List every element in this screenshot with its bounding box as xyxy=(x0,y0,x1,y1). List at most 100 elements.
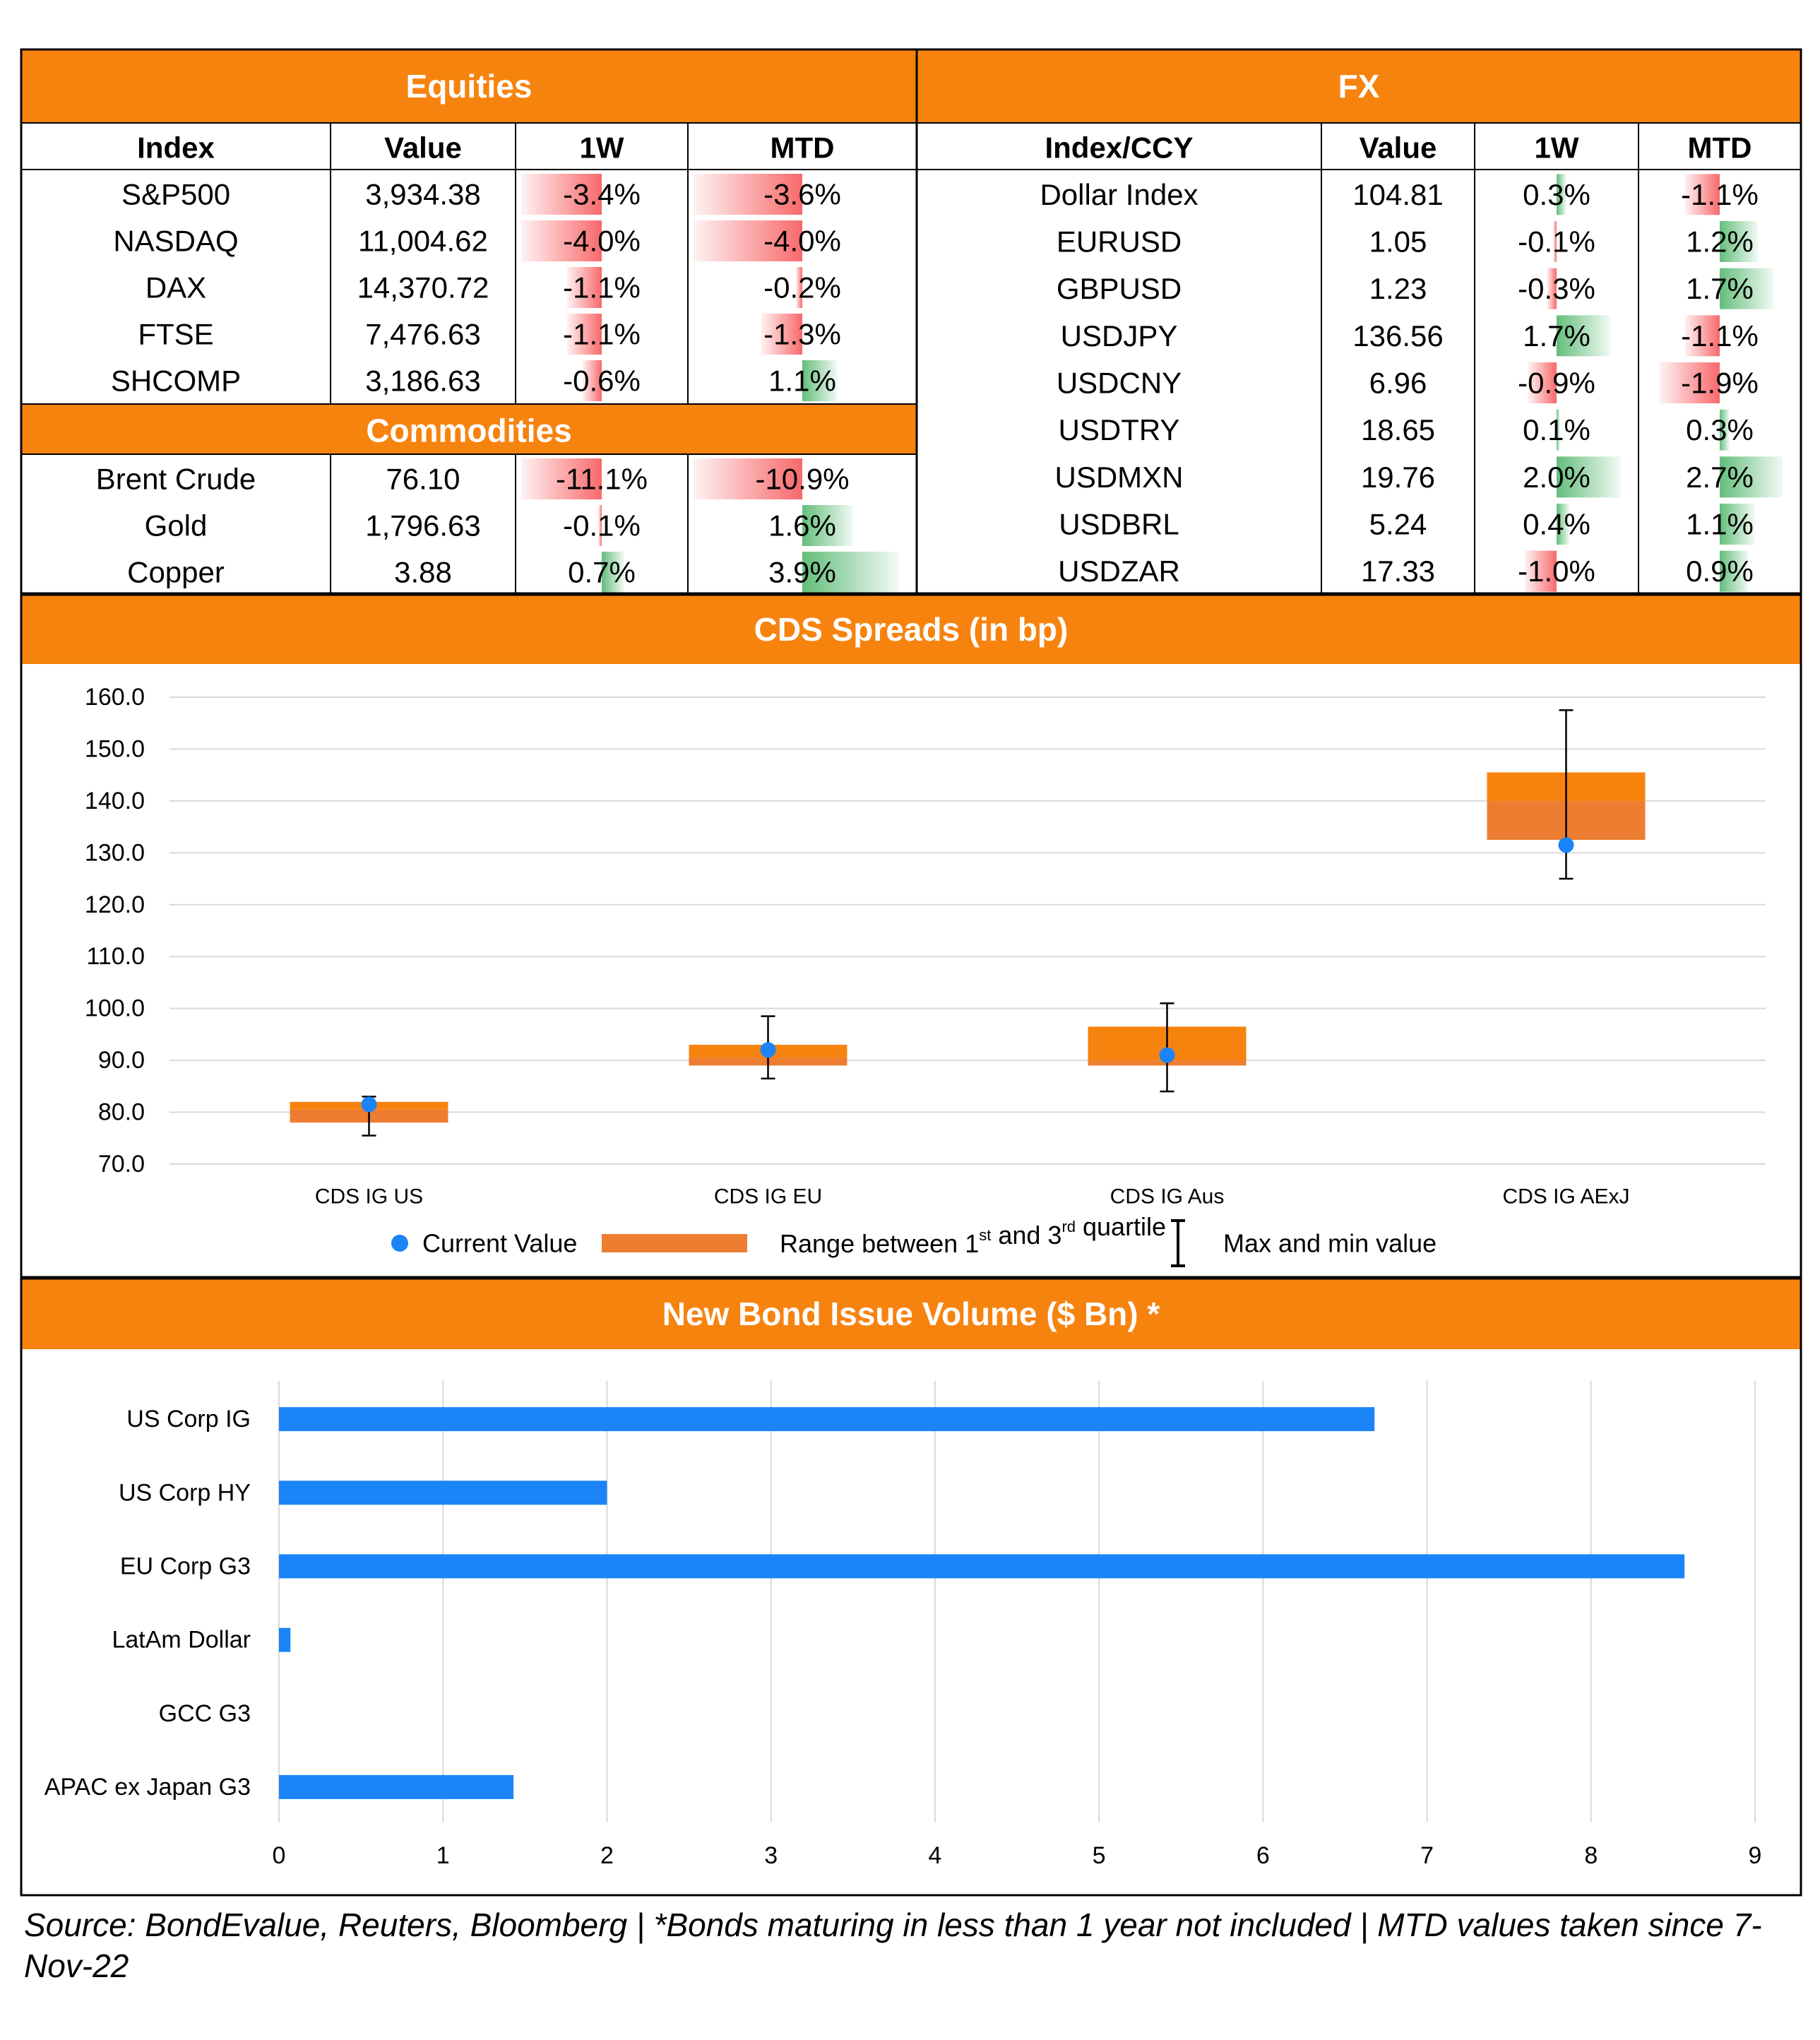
fx-row-name: USDBRL xyxy=(1059,508,1179,541)
equities-row-value: 11,004.62 xyxy=(358,225,488,258)
commodities-row-1w-databar xyxy=(598,505,602,546)
fx-row-mtd: -1.1% xyxy=(1681,319,1759,352)
equities-row-name: FTSE xyxy=(138,318,213,351)
legend-range-marker xyxy=(602,1234,747,1252)
fx-row-1w: 1.7% xyxy=(1523,319,1590,352)
cds-y-tick-label: 100.0 xyxy=(85,995,145,1022)
fx-row-1w: 0.4% xyxy=(1523,508,1590,541)
fx-row-mtd-databar xyxy=(1720,221,1758,262)
equities-row-value: 7,476.63 xyxy=(365,318,481,351)
fx-row-1w: 0.3% xyxy=(1523,178,1590,211)
commodities-row-value: 3.88 xyxy=(394,556,452,589)
fx-row-mtd-databar xyxy=(1720,409,1730,451)
cds-y-tick-label: 140.0 xyxy=(85,788,145,814)
commodities-row-mtd: 1.6% xyxy=(768,509,836,542)
bonds-x-tick-label: 7 xyxy=(1420,1842,1434,1869)
fx-row-1w: 2.0% xyxy=(1523,461,1590,494)
fx-row-mtd: 1.7% xyxy=(1686,272,1754,305)
fx-row-mtd-databar xyxy=(1720,268,1774,309)
fx-row-value: 19.76 xyxy=(1361,461,1435,494)
bonds-x-tick-label: 4 xyxy=(928,1842,941,1869)
bonds-y-tick-label: US Corp HY xyxy=(119,1479,251,1506)
equities-row-mtd: -3.6% xyxy=(763,178,841,211)
cds-header-bg xyxy=(21,595,1801,664)
cds-current-point xyxy=(361,1096,377,1113)
fx-row-name: GBPUSD xyxy=(1057,272,1182,305)
commodities-row-1w-databar xyxy=(521,458,602,499)
equities-row-mtd: 1.1% xyxy=(768,364,836,398)
equities-row-1w: -4.0% xyxy=(563,225,641,258)
bonds-x-tick-label: 1 xyxy=(436,1842,450,1869)
equities-row-mtd: -0.2% xyxy=(763,271,841,304)
bonds-x-tick-label: 3 xyxy=(764,1842,778,1869)
fx-row-mtd-databar xyxy=(1720,550,1749,592)
fx-row-mtd: 2.7% xyxy=(1686,461,1754,494)
fx-row-1w-databar xyxy=(1557,504,1569,545)
cds-x-tick-label: CDS IG EU xyxy=(714,1185,822,1209)
commodities-row-name: Copper xyxy=(127,556,225,589)
bonds-bar xyxy=(279,1627,291,1652)
fx-title: FX xyxy=(1338,68,1380,105)
cds-y-tick-label: 110.0 xyxy=(86,943,145,970)
commodities-row-name: Brent Crude xyxy=(96,463,256,496)
cds-title: CDS Spreads (in bp) xyxy=(754,611,1069,648)
commodities-row-name: Gold xyxy=(145,509,208,542)
equities-col-header: Value xyxy=(384,131,462,165)
fx-row-value: 104.81 xyxy=(1352,178,1443,211)
equities-col-header: 1W xyxy=(580,131,624,165)
bonds-y-tick-label: EU Corp G3 xyxy=(120,1553,251,1579)
bonds-bar xyxy=(279,1407,1375,1432)
bonds-header-bg xyxy=(21,1279,1801,1349)
legend-current-label: Current Value xyxy=(422,1229,577,1258)
fx-row-1w-databar xyxy=(1557,456,1620,498)
commodities-row-mtd-databar xyxy=(802,505,853,546)
equities-row-mtd-databar xyxy=(761,314,802,355)
fx-row-name: USDCNY xyxy=(1057,367,1182,400)
commodities-row-value: 76.10 xyxy=(386,463,460,496)
legend-range-label: Range between 1st and 3rd quartile xyxy=(780,1212,1166,1258)
commodities-row-1w: -11.1% xyxy=(556,463,648,496)
cds-current-point xyxy=(1558,837,1574,853)
fx-row-mtd-databar xyxy=(1720,504,1755,545)
equities-row-value: 3,934.38 xyxy=(365,178,481,211)
fx-row-1w: -1.0% xyxy=(1518,555,1595,588)
fx-row-name: USDJPY xyxy=(1061,319,1178,352)
fx-row-mtd: 1.2% xyxy=(1686,225,1754,259)
commodities-row-1w: -0.1% xyxy=(563,509,641,542)
bonds-y-tick-label: GCC G3 xyxy=(159,1700,251,1727)
bonds-title: New Bond Issue Volume ($ Bn) * xyxy=(662,1295,1160,1332)
fx-row-mtd: 0.9% xyxy=(1686,555,1754,588)
bonds-y-tick-label: LatAm Dollar xyxy=(112,1627,251,1654)
fx-row-1w: -0.9% xyxy=(1518,367,1595,400)
equities-row-1w-databar xyxy=(521,220,602,261)
fx-row-name: USDTRY xyxy=(1059,413,1180,446)
commodities-header-bg xyxy=(21,404,917,454)
bonds-x-tick-label: 5 xyxy=(1093,1842,1106,1869)
equities-row-mtd-databar xyxy=(694,220,802,261)
legend-maxmin-label: Max and min value xyxy=(1223,1229,1437,1258)
fx-row-name: USDZAR xyxy=(1058,555,1180,588)
fx-row-mtd: 0.3% xyxy=(1686,413,1754,446)
equities-title: Equities xyxy=(406,68,533,105)
fx-row-1w: 0.1% xyxy=(1523,413,1590,446)
bonds-x-tick-label: 8 xyxy=(1584,1842,1598,1869)
fx-row-mtd-databar xyxy=(1720,456,1783,498)
equities-row-name: SHCOMP xyxy=(111,364,241,398)
fx-row-name: Dollar Index xyxy=(1040,178,1198,211)
fx-row-1w-databar xyxy=(1547,268,1557,309)
cds-current-point xyxy=(1159,1047,1175,1063)
cds-y-tick-label: 120.0 xyxy=(85,891,145,918)
bonds-x-tick-label: 6 xyxy=(1256,1842,1270,1869)
commodities-row-1w-databar xyxy=(602,552,624,593)
fx-row-name: EURUSD xyxy=(1057,225,1182,259)
cds-current-point xyxy=(760,1042,776,1058)
source-note: Source: BondEvalue, Reuters, Bloomberg |… xyxy=(24,1906,1762,1984)
bonds-y-tick-label: APAC ex Japan G3 xyxy=(44,1774,251,1801)
equities-row-mtd-databar xyxy=(802,360,838,401)
equities-row-mtd: -1.3% xyxy=(763,318,841,351)
equities-row-1w: -0.6% xyxy=(563,364,641,398)
fx-row-1w: -0.3% xyxy=(1518,272,1595,305)
fx-row-1w-databar xyxy=(1557,174,1566,215)
fx-row-mtd-databar xyxy=(1659,362,1720,403)
